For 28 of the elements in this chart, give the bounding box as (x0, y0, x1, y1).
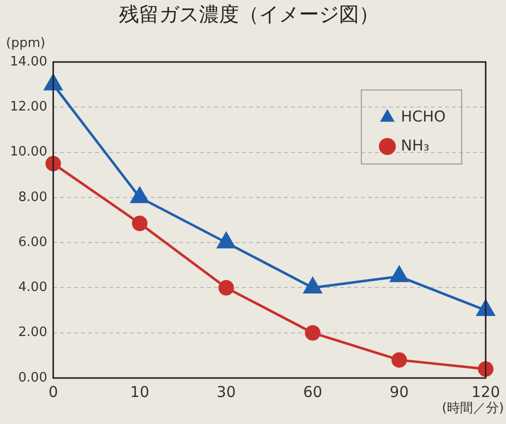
point (130, 187, 149, 204)
y-tick-label: 10.00 (10, 144, 48, 160)
point (391, 352, 407, 368)
y-tick-label: 14.00 (10, 54, 48, 70)
y-tick-label: 0.00 (18, 370, 48, 386)
point (218, 280, 234, 296)
x-tick-label: 120 (471, 382, 500, 401)
legend-label: HCHO (400, 107, 446, 126)
point (44, 74, 62, 90)
point (304, 325, 320, 341)
chart-title: 残留ガス濃度（イメージ図） (119, 2, 379, 26)
x-tick-label: 60 (303, 382, 322, 401)
x-tick-label: 0 (48, 382, 58, 401)
point (390, 266, 408, 282)
point (478, 361, 494, 377)
y-axis-title: (ppm) (6, 36, 46, 51)
y-tick-label: 12.00 (10, 100, 48, 115)
x-tick-label: 90 (390, 382, 409, 401)
y-tick-label: 4.00 (18, 280, 48, 296)
point (304, 277, 322, 294)
point (217, 232, 236, 248)
y-tick-label: 6.00 (18, 234, 48, 250)
y-tick-label: 8.00 (18, 190, 48, 205)
x-axis-title: (時間／分) (442, 400, 504, 416)
legend-label: NH₃ (400, 136, 430, 154)
y-tick-label: 2.00 (18, 325, 48, 340)
x-tick-label: 10 (130, 382, 150, 401)
x-tick-label: 30 (216, 382, 236, 401)
